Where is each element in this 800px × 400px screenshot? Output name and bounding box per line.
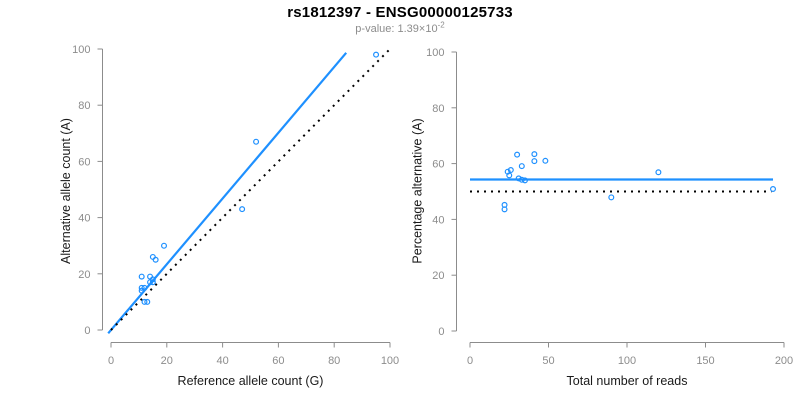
plot-subtitle: p-value: 1.39×10-2 bbox=[0, 20, 800, 35]
y-tick-label: 0 bbox=[438, 326, 444, 338]
x-tick-label: 200 bbox=[775, 355, 793, 367]
y-axis-title: Alternative allele count (A) bbox=[59, 118, 73, 264]
data-point bbox=[141, 298, 148, 305]
data-point bbox=[770, 185, 777, 192]
data-point bbox=[501, 206, 508, 213]
x-axis-title: Total number of reads bbox=[567, 374, 688, 388]
data-point bbox=[147, 273, 154, 280]
x-tick-label: 0 bbox=[108, 355, 114, 367]
panel-left: 0 20 40 60 80 100 0 20 40 60 80 100 Reference allele… bbox=[59, 44, 399, 388]
data-point bbox=[149, 276, 156, 283]
data-point bbox=[608, 194, 615, 201]
y-tick-label: 20 bbox=[432, 270, 444, 282]
y-tick-label: 80 bbox=[432, 103, 444, 115]
data-point bbox=[144, 298, 151, 305]
x-tick-label: 100 bbox=[618, 355, 636, 367]
x-tick-label: 150 bbox=[696, 355, 714, 367]
data-point bbox=[531, 151, 538, 158]
y-tick-label: 0 bbox=[84, 325, 90, 337]
panel-right: 0 50 100 150 200 0 20 40 60 80 100 Total number of … bbox=[411, 47, 794, 388]
x-tick-label: 20 bbox=[161, 355, 173, 367]
y-tick-label: 80 bbox=[78, 100, 90, 112]
x-tick-label: 0 bbox=[467, 355, 473, 367]
y-tick-label: 60 bbox=[78, 156, 90, 168]
data-point bbox=[518, 163, 525, 170]
identity-line bbox=[110, 46, 393, 331]
data-point bbox=[506, 172, 513, 179]
fit-line bbox=[107, 52, 348, 334]
y-tick-label: 100 bbox=[426, 47, 444, 59]
data-point bbox=[514, 151, 521, 158]
y-tick-label: 40 bbox=[432, 214, 444, 226]
data-point bbox=[152, 256, 159, 263]
data-point bbox=[239, 206, 246, 213]
x-tick-label: 50 bbox=[542, 355, 554, 367]
y-axis-title: Percentage alternative (A) bbox=[411, 118, 425, 263]
data-point bbox=[531, 158, 538, 165]
data-point bbox=[521, 177, 528, 184]
plot-title: rs1812397 - ENSG00000125733 bbox=[287, 4, 513, 21]
x-tick-label: 100 bbox=[381, 355, 399, 367]
data-point bbox=[515, 175, 522, 182]
data-point bbox=[141, 284, 148, 291]
data-point bbox=[138, 273, 145, 280]
y-tick-label: 40 bbox=[78, 213, 90, 225]
data-point bbox=[161, 242, 168, 249]
y-tick-label: 60 bbox=[432, 159, 444, 171]
data-point bbox=[253, 138, 260, 145]
x-axis-title: Reference allele count (G) bbox=[178, 374, 324, 388]
data-point bbox=[542, 157, 549, 164]
p-value-exponent: -2 bbox=[437, 20, 445, 30]
data-point bbox=[149, 253, 156, 260]
x-tick-label: 40 bbox=[216, 355, 228, 367]
x-tick-label: 60 bbox=[272, 355, 284, 367]
data-point bbox=[518, 176, 525, 183]
data-point bbox=[655, 169, 662, 176]
p-value-text: p-value: 1.39×10 bbox=[355, 23, 438, 35]
y-tick-label: 100 bbox=[72, 44, 90, 56]
data-point bbox=[373, 51, 380, 58]
data-point bbox=[507, 167, 514, 174]
data-point bbox=[138, 284, 145, 291]
data-point bbox=[149, 279, 156, 286]
x-tick-label: 80 bbox=[328, 355, 340, 367]
y-tick-label: 20 bbox=[78, 269, 90, 281]
